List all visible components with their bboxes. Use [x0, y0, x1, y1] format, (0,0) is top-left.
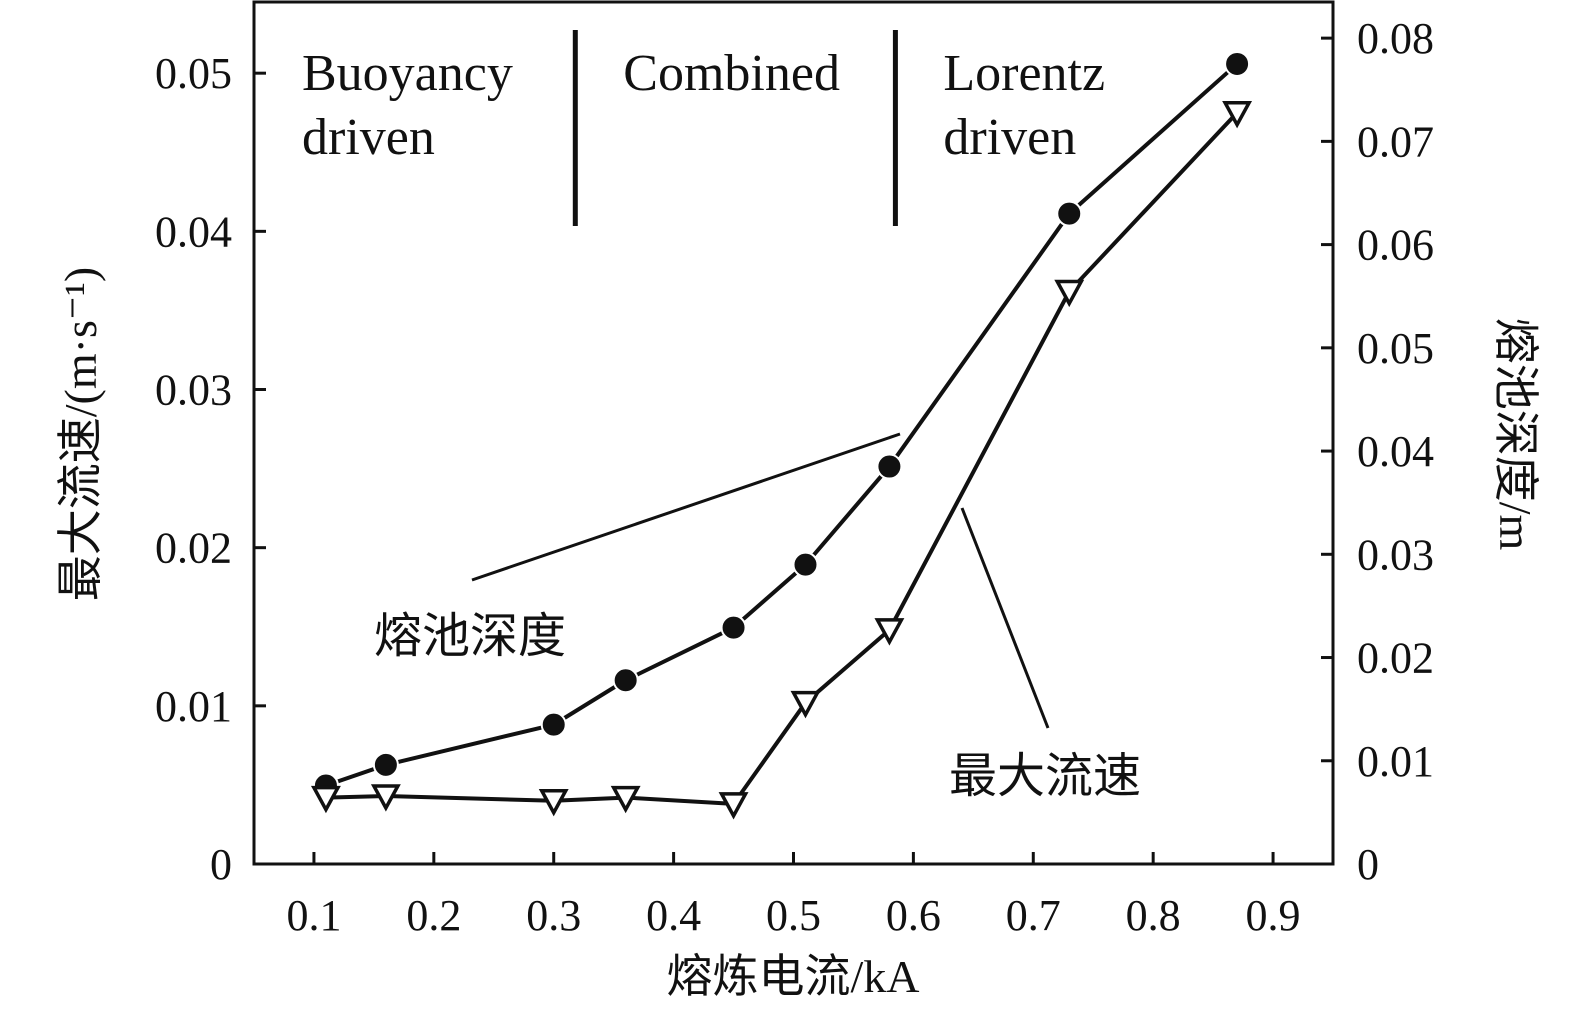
- data-point-triangle: [610, 785, 641, 814]
- annotation-label: 熔池深度: [374, 610, 566, 663]
- x-tick-label: 0.1: [286, 891, 341, 940]
- region-label-line2: driven: [302, 109, 435, 166]
- right-tick-label: 0.05: [1357, 324, 1434, 373]
- x-tick-label: 0.3: [526, 891, 581, 940]
- left-tick-label: 0.01: [155, 682, 232, 731]
- right-axis-title: 熔池深度/m: [1490, 318, 1541, 551]
- data-point-triangle: [1054, 279, 1085, 308]
- left-axis-title: 最大流速/(m·s⁻¹): [55, 267, 106, 602]
- data-point-triangle: [718, 792, 749, 820]
- data-point-circle: [792, 551, 819, 578]
- series-line: [325, 111, 1239, 806]
- data-point-circle: [1224, 50, 1251, 77]
- data-point-triangle: [790, 690, 821, 719]
- x-tick-label: 0.2: [406, 891, 461, 940]
- left-tick-label: 0.02: [155, 524, 232, 573]
- series-line: [325, 62, 1239, 788]
- right-tick-label: 0.03: [1357, 530, 1434, 579]
- region-label-line1: Buoyancy: [302, 45, 513, 102]
- regions-layer: Buoyancy driven Combined Lorentz driven: [302, 30, 1105, 226]
- series-layer: [310, 50, 1253, 820]
- right-tick-label: 0.08: [1357, 14, 1434, 63]
- annotation-leader-line: [471, 432, 901, 582]
- data-point-triangle: [874, 618, 905, 646]
- left-tick-label: 0.04: [155, 207, 232, 256]
- x-tick-label: 0.7: [1006, 891, 1061, 940]
- right-tick-label: 0.02: [1357, 634, 1434, 683]
- x-tick-label: 0.4: [646, 891, 701, 940]
- right-tick-label: 0.04: [1357, 427, 1434, 476]
- annotation-label: 最大流速: [949, 750, 1141, 803]
- data-point-circle: [1056, 200, 1083, 227]
- x-tick-label: 0.8: [1126, 891, 1181, 940]
- data-point-circle: [372, 751, 399, 778]
- ticks-layer: 0.1 0.2 0.3 0.4 0.5 0.6 0.7 0.8 0.9 0 0.01 0.02 0.03…: [155, 14, 1434, 940]
- right-tick-label: 0.01: [1357, 737, 1434, 786]
- data-point-circle: [720, 614, 747, 641]
- region-label-line1: Lorentz: [943, 45, 1105, 102]
- data-point-circle: [876, 453, 903, 480]
- left-tick-label: 0: [210, 840, 232, 889]
- left-tick-label: 0.03: [155, 366, 232, 415]
- right-tick-label: 0.07: [1357, 117, 1434, 166]
- x-tick-label: 0.6: [886, 891, 941, 940]
- x-tick-label: 0.5: [766, 891, 821, 940]
- right-tick-label: 0.06: [1357, 221, 1434, 270]
- data-point-triangle: [310, 785, 341, 814]
- data-point-circle: [612, 667, 639, 694]
- x-tick-label: 0.9: [1246, 891, 1301, 940]
- annotation-leader-line: [960, 507, 1050, 729]
- left-tick-label: 0.05: [155, 49, 232, 98]
- data-point-triangle: [370, 784, 401, 812]
- data-point-triangle: [538, 788, 569, 817]
- data-point-triangle: [1222, 100, 1253, 129]
- right-tick-label: 0: [1357, 840, 1379, 889]
- data-point-circle: [540, 711, 567, 738]
- region-label-line2: driven: [943, 109, 1076, 166]
- region-label-line1: Combined: [623, 45, 840, 102]
- x-axis-title: 熔炼电流/kA: [667, 951, 920, 1002]
